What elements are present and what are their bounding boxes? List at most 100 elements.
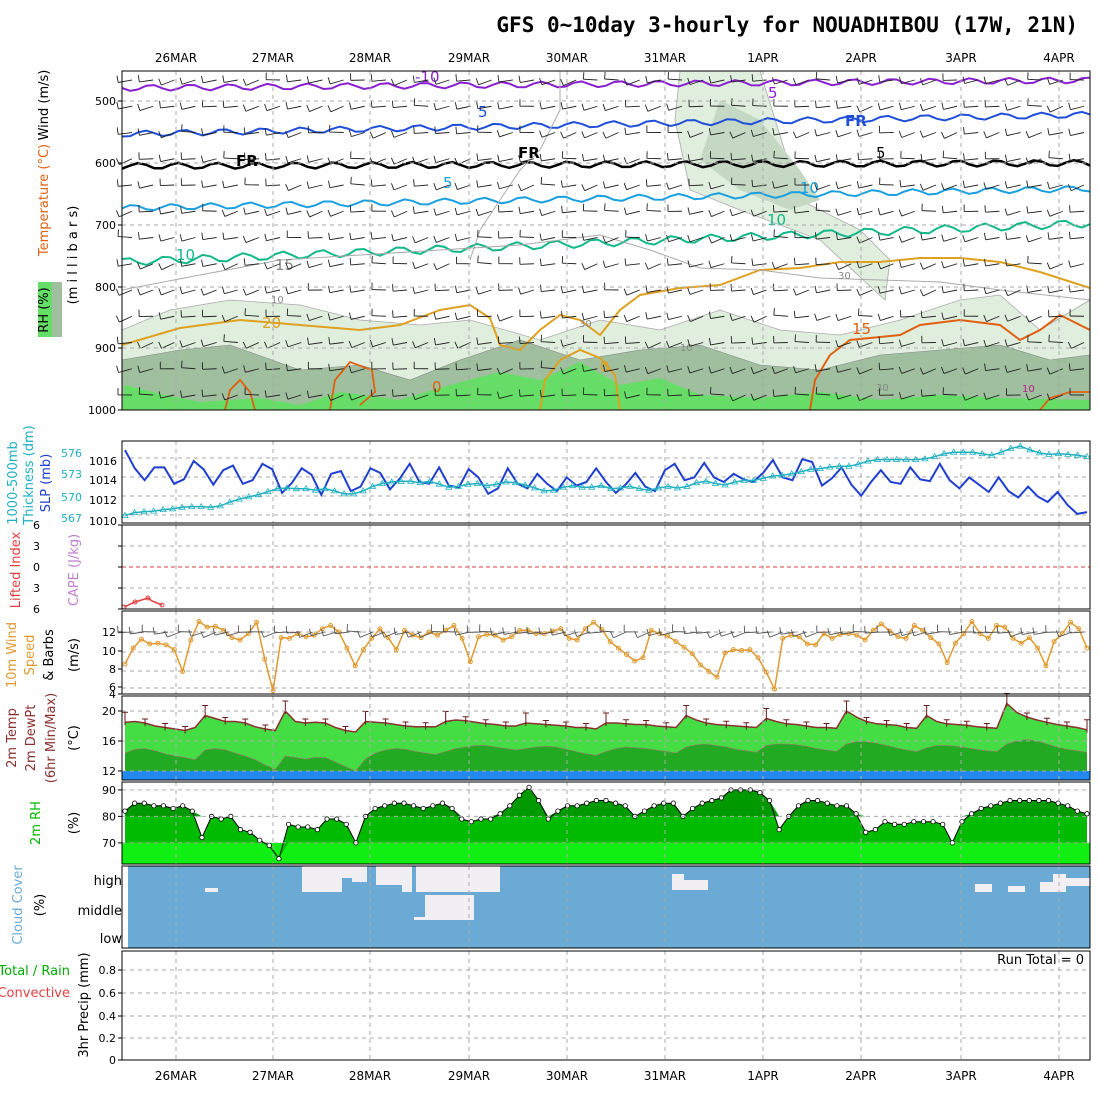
wind-barb-feather [137,128,140,136]
wind-barb-feather [476,337,479,345]
wind-barb-feather [390,157,395,165]
wind-barb-feather [1047,232,1050,240]
wind-barb-feather [137,365,141,373]
rh-fill-low [125,842,1087,864]
wind-barb-feather [370,74,373,82]
wind-barb [752,184,767,188]
rh-marker [478,816,484,822]
thickness-marker [873,455,882,462]
wind-speed-marker [550,628,556,634]
wind-barb [733,631,747,638]
wind-barb-feather [898,235,903,243]
wind-barb [393,394,408,397]
wind-barb-feather [983,131,987,139]
wind-barb [245,79,260,86]
wind-barb [879,105,894,111]
wind-barb [330,210,344,217]
wind-barb [837,79,852,84]
wind-barb-feather [348,393,353,401]
wind-barb [181,79,196,85]
thickness-marker [426,477,434,484]
wind-barb [520,158,535,163]
rh-marker [487,816,494,822]
wind-barb [563,132,577,139]
thickness-tick: 567 [61,512,82,525]
wind-barb [415,342,429,349]
wind-barb-feather [793,365,797,373]
thickness-marker [530,484,539,491]
wind-barb-feather [920,153,923,161]
wind-barb [287,79,302,83]
wind-barb [244,158,259,161]
thickness-marker [797,467,806,474]
wind-barb [394,210,408,218]
wind-barb-feather [962,393,966,401]
wind-barb [794,105,809,108]
wind-barb-feather [687,234,691,242]
wind-barb-feather [265,153,267,161]
wind-barb [626,210,640,215]
wind-barb [223,340,238,343]
wind-barb-feather [116,336,119,344]
wind-barb-feather [496,130,500,137]
wind-barb [774,184,788,189]
wind-barb-feather [1047,285,1050,293]
wind-barb-feather [729,313,733,321]
thickness-marker [1026,446,1034,453]
wind-barb-feather [128,626,131,634]
wind-barb [161,79,175,86]
wind-barb [943,210,958,214]
wind-barb [190,631,205,637]
wind-barb-feather [667,152,669,161]
wind-barb [879,368,894,371]
wind-barb [985,263,1000,267]
wind-speed-marker [467,659,473,665]
wind-barb [964,184,979,188]
wind-barb-feather [242,78,247,86]
rh-marker [1036,797,1042,804]
wind-barb-feather [878,362,881,370]
contour-line [121,76,1091,92]
wind-speed-marker [278,635,284,641]
wind-barb [519,263,534,265]
wind-barb-feather [645,179,648,187]
panel-frame [121,610,1091,695]
contour-label: 5 [876,144,886,162]
wind-barb [414,263,429,269]
wind-barb-feather [475,287,479,295]
wind-barb-feather [285,340,289,348]
wind-barb [393,184,408,191]
wind-barb [119,315,133,323]
wind-barb [710,184,725,190]
wind-barb [583,394,598,396]
wind-barb [371,315,386,317]
wind-barb [710,132,725,136]
minmax-label: (6hr Min/Max) [44,693,59,783]
wind-barb [1027,262,1042,265]
wind-barb [943,105,958,110]
wind-barb [943,368,958,374]
wind-barb-feather [1004,314,1008,322]
wind-barb-feather [391,183,395,191]
pressure-unit-label: (m i l l i b a r s) [66,206,81,305]
wind-barb-feather [370,389,373,397]
wind-barb [435,79,450,85]
wind-barb [1071,342,1085,349]
wind-barb [625,394,640,399]
thickness-marker [216,502,224,509]
rh-marker [170,805,176,812]
wind-barb-feather [793,310,796,318]
rh-shade-mid [121,339,1091,411]
wind-barb [626,184,640,191]
wind-barb-feather [687,207,690,215]
wind-barb [795,289,810,296]
wind-barb [499,368,513,375]
wind-speed-marker [829,635,835,641]
wind-barb [161,342,175,349]
wind-barb-feather [180,206,183,214]
wind-barb [732,315,746,321]
wind-barb-feather [285,102,288,110]
wind-barb [901,210,915,217]
wind-barb-feather [417,630,421,638]
